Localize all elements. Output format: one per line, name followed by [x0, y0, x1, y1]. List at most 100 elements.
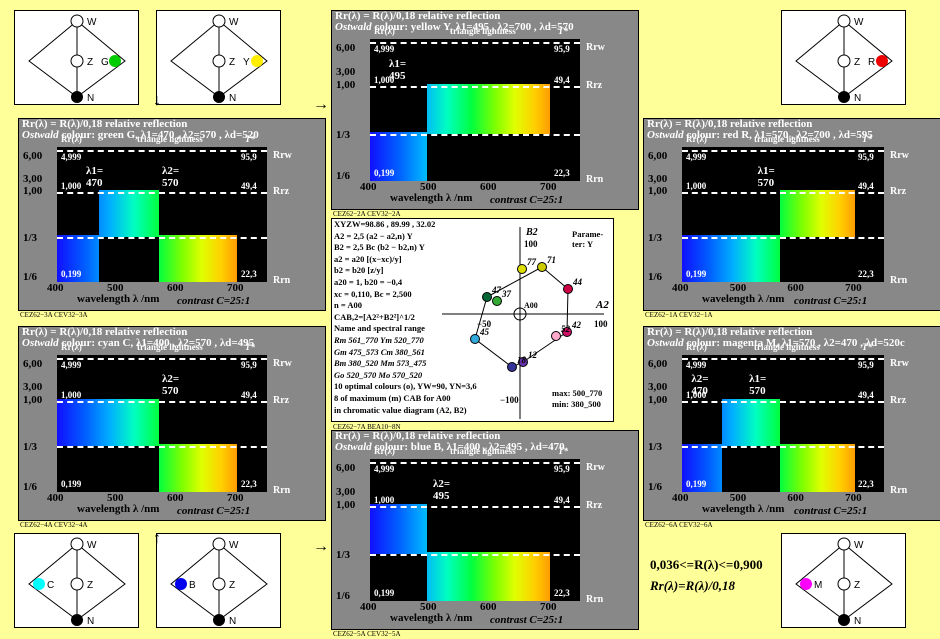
spectrum-band — [159, 444, 237, 492]
panel-footnote: CEZ62−1A CEV32−1A — [645, 311, 713, 319]
panel-footnote: CEZ62−6A CEV32−6A — [645, 521, 713, 529]
tri-magenta-diagram: W Z N M — [781, 533, 906, 628]
svg-text:12: 12 — [528, 350, 538, 360]
svg-text:min: 380_500: min: 380_500 — [552, 399, 601, 409]
panel-title: Rr(λ) = R(λ)/0,18 relative reflection — [22, 326, 188, 338]
spectrum-band — [159, 235, 237, 282]
panel-footnote: CEZ62−3A CEV32−3A — [20, 311, 88, 319]
tri-cyan-diagram: W Z N C — [14, 533, 139, 628]
svg-text:W: W — [87, 17, 97, 28]
optimal-colour-point — [482, 292, 492, 302]
formula-line: XYZW=98.86 , 89.99 , 32.02 — [334, 219, 436, 229]
lambda-label: λ2= 570 — [162, 372, 180, 397]
flow-arrow: → — [313, 538, 329, 555]
formula-line: b2 = b20 [z/y] — [334, 265, 384, 276]
note-line2: Rr(λ)=R(λ)/0,18 — [650, 578, 736, 593]
tri-yellow-diagram: W Z N Y — [156, 10, 281, 105]
optimal-colour-point — [563, 284, 573, 294]
formula-line: a2 = a20 [(x−xc)/y] — [334, 253, 402, 264]
formula-line: Bm 380_520 Mm 573_475 — [334, 358, 427, 369]
svg-text:44: 44 — [572, 277, 583, 287]
lambda-label: λ1= 495 — [389, 57, 407, 82]
reflection-panel-green: Rr(λ) = R(λ)/0,18 relative reflection Ost… — [18, 118, 326, 311]
formula-line: A2 = 2,5 (a2 − a2,n) Y — [334, 230, 413, 241]
formula-line: Name and spectral range — [334, 323, 425, 334]
spectrum-band — [682, 235, 781, 282]
svg-text:Z: Z — [87, 57, 93, 68]
svg-text:47: 47 — [491, 285, 502, 295]
tri-red-diagram: W Z N R — [781, 10, 906, 105]
optimal-colour-point — [470, 334, 480, 344]
svg-text:37: 37 — [501, 289, 512, 299]
reflection-panel-red: Rr(λ) = R(λ)/0,18 relative reflection Ost… — [643, 118, 940, 311]
b2-axis-label: B2 — [525, 227, 538, 238]
formula-line: 10 optimal colours (o), YW=90, YN=3,6 — [334, 381, 477, 392]
spectrum-band — [57, 235, 99, 282]
svg-text:−100: −100 — [500, 395, 519, 405]
spectrum-band — [780, 444, 856, 492]
spectrum-band — [682, 444, 723, 492]
svg-text:Y: Y — [243, 57, 250, 68]
formula-line: in chromatic value diagram (A2, B2) — [334, 404, 467, 415]
svg-text:W: W — [854, 540, 864, 551]
panel-title: Rr(λ) = R(λ)/0,18 relative reflection — [22, 118, 188, 130]
optimal-colour-point — [518, 357, 528, 367]
panel-footnote: CEZ62−4A CEV32−4A — [20, 521, 88, 529]
flow-arrow: ↓ — [153, 92, 161, 109]
svg-text:N: N — [87, 616, 94, 627]
svg-text:N: N — [854, 616, 861, 627]
center-footnote: CEZ62−7A BEA10−8N — [333, 423, 401, 431]
svg-text:C: C — [47, 580, 54, 591]
panel-footnote: CEZ62−2A CEV32−2A — [333, 210, 401, 218]
spectrum-band — [722, 398, 781, 447]
optimal-colour-point — [492, 296, 502, 306]
reflection-panel-blue: Rr(λ) = R(λ)/0,18 relative reflection Ost… — [331, 430, 639, 630]
optimal-colour-point — [517, 264, 527, 274]
svg-text:71: 71 — [547, 255, 556, 265]
svg-text:max: 500_770: max: 500_770 — [552, 388, 602, 398]
svg-text:Z: Z — [854, 57, 860, 68]
svg-text:B: B — [189, 580, 196, 591]
svg-text:77: 77 — [527, 257, 537, 267]
flow-arrow: → — [313, 96, 329, 113]
panel-title: Rr(λ) = R(λ)/0,18 relative reflection — [335, 430, 501, 442]
svg-text:52: 52 — [561, 324, 571, 334]
formula-line: B2 = 2,5 Bc (b2 − b2,n) Y — [334, 242, 425, 253]
formula-line: CAB,2=[A2²+B2²]^1/2 — [334, 311, 415, 322]
svg-text:A00: A00 — [524, 301, 538, 310]
svg-text:Parame-: Parame- — [572, 229, 603, 239]
formula-line: Go 520_570 Mo 570_520 — [334, 369, 423, 380]
panel-title: Rr(λ) = R(λ)/0,18 relative reflection — [647, 118, 813, 130]
optimal-colour-point — [537, 262, 547, 272]
formula-line: Rm 561_770 Ym 520_770 — [334, 335, 424, 345]
spectrum-band — [427, 551, 550, 601]
svg-text:M: M — [814, 580, 822, 591]
panel-title: Rr(λ) = R(λ)/0,18 relative reflection — [647, 326, 813, 338]
lambda-label: λ1= 570 — [749, 372, 767, 397]
svg-text:Z: Z — [854, 580, 860, 591]
svg-text:100: 100 — [594, 319, 608, 329]
spectrum-band — [780, 190, 856, 237]
spectrum-band — [427, 84, 550, 134]
svg-text:N: N — [229, 93, 236, 104]
spectrum-band — [370, 131, 427, 181]
lambda-label: λ2= 570 — [162, 164, 180, 189]
svg-text:100: 100 — [524, 239, 538, 249]
flow-arrow: ↑ — [153, 530, 161, 547]
svg-text:Z: Z — [229, 580, 235, 591]
svg-text:A2: A2 — [595, 299, 609, 311]
formula-line: a20 = 1, b20 = −0,4 — [334, 277, 403, 287]
tri-green-diagram: W Z N G — [14, 10, 139, 105]
svg-text:W: W — [854, 17, 864, 28]
reflection-panel-cyan: Rr(λ) = R(λ)/0,18 relative reflection Ost… — [18, 326, 326, 521]
panel-footnote: CEZ62−5A CEV32−5A — [333, 630, 401, 638]
svg-text:Z: Z — [229, 57, 235, 68]
optimal-colour-point — [551, 331, 561, 341]
optimal-colour-point — [507, 362, 517, 372]
formula-line: 8 of maximum (m) CAB for A00 — [334, 393, 451, 403]
tri-blue-diagram: W Z N B — [156, 533, 281, 628]
svg-text:W: W — [87, 540, 97, 551]
reflection-panel-magenta: Rr(λ) = R(λ)/0,18 relative reflection Ost… — [643, 326, 940, 521]
optimal-colour-point — [562, 327, 572, 337]
svg-text:−50: −50 — [477, 319, 492, 329]
